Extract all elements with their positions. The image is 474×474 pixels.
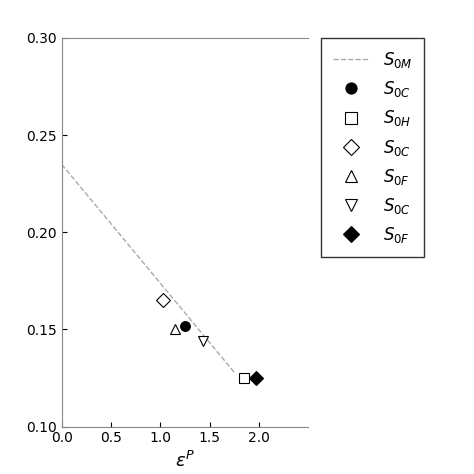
Legend: $S_{0M}$, $S_{0C}$, $S_{0H}$, $S_{0C}$, $S_{0F}$, $S_{0C}$, $S_{0F}$: $S_{0M}$, $S_{0C}$, $S_{0H}$, $S_{0C}$, …: [321, 38, 424, 257]
X-axis label: $\varepsilon^P$: $\varepsilon^P$: [175, 451, 195, 471]
